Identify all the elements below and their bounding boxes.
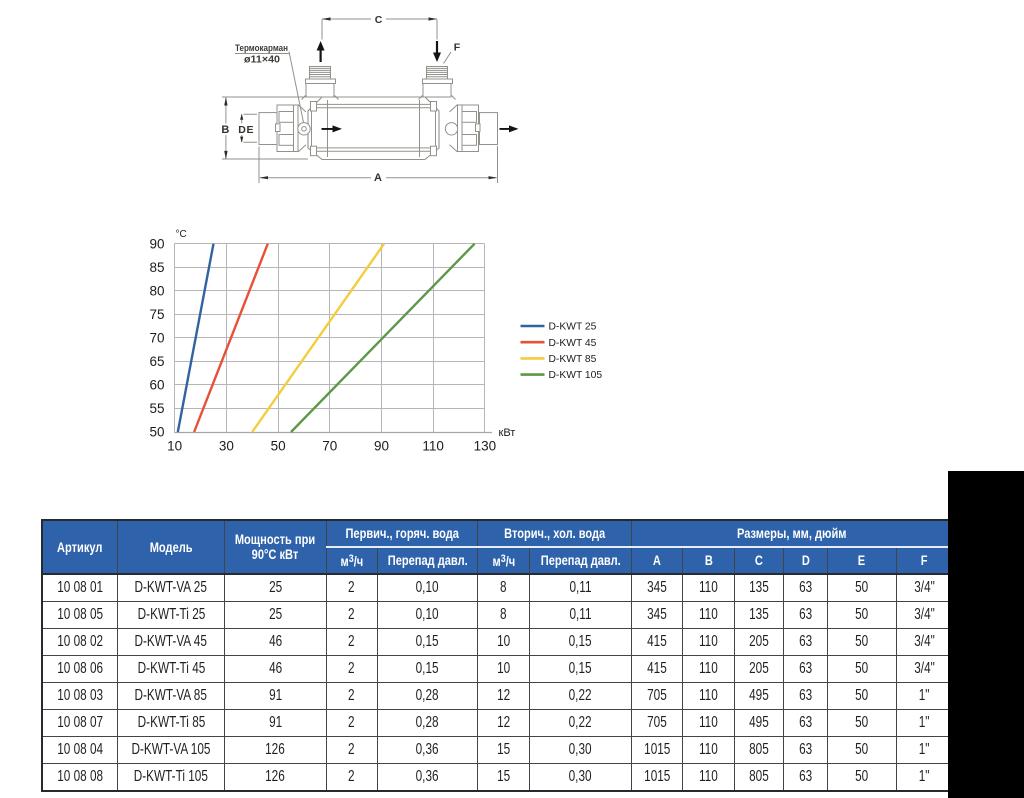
svg-text:110: 110 (422, 439, 444, 454)
svg-text:D-KWT 25: D-KWT 25 (549, 322, 597, 333)
svg-text:Термокарман: Термокарман (235, 43, 288, 54)
svg-text:B: B (221, 124, 229, 136)
svg-text:90: 90 (149, 236, 164, 251)
svg-text:50: 50 (271, 439, 286, 454)
svg-text:E: E (246, 124, 253, 136)
svg-text:80: 80 (149, 284, 164, 299)
svg-text:130: 130 (474, 439, 497, 454)
svg-text:55: 55 (149, 401, 164, 416)
svg-text:C: C (375, 14, 383, 26)
svg-text:кВт: кВт (499, 427, 516, 439)
svg-text:50: 50 (149, 425, 164, 440)
svg-text:70: 70 (149, 331, 164, 346)
svg-text:30: 30 (219, 439, 234, 454)
svg-text:D: D (238, 124, 246, 136)
svg-text:10: 10 (167, 439, 182, 454)
svg-text:D-KWT 45: D-KWT 45 (549, 338, 597, 349)
svg-text:ø11×40: ø11×40 (244, 54, 280, 66)
svg-text:70: 70 (322, 439, 337, 454)
svg-text:65: 65 (149, 354, 164, 369)
svg-text:°C: °C (176, 229, 187, 240)
svg-text:F: F (454, 42, 461, 54)
svg-text:A: A (374, 172, 382, 184)
svg-text:D-KWT 105: D-KWT 105 (549, 370, 603, 381)
svg-text:D-KWT 85: D-KWT 85 (549, 354, 597, 365)
svg-text:85: 85 (149, 260, 164, 275)
svg-text:75: 75 (149, 307, 164, 322)
svg-text:60: 60 (149, 378, 164, 393)
svg-text:90: 90 (374, 439, 389, 454)
